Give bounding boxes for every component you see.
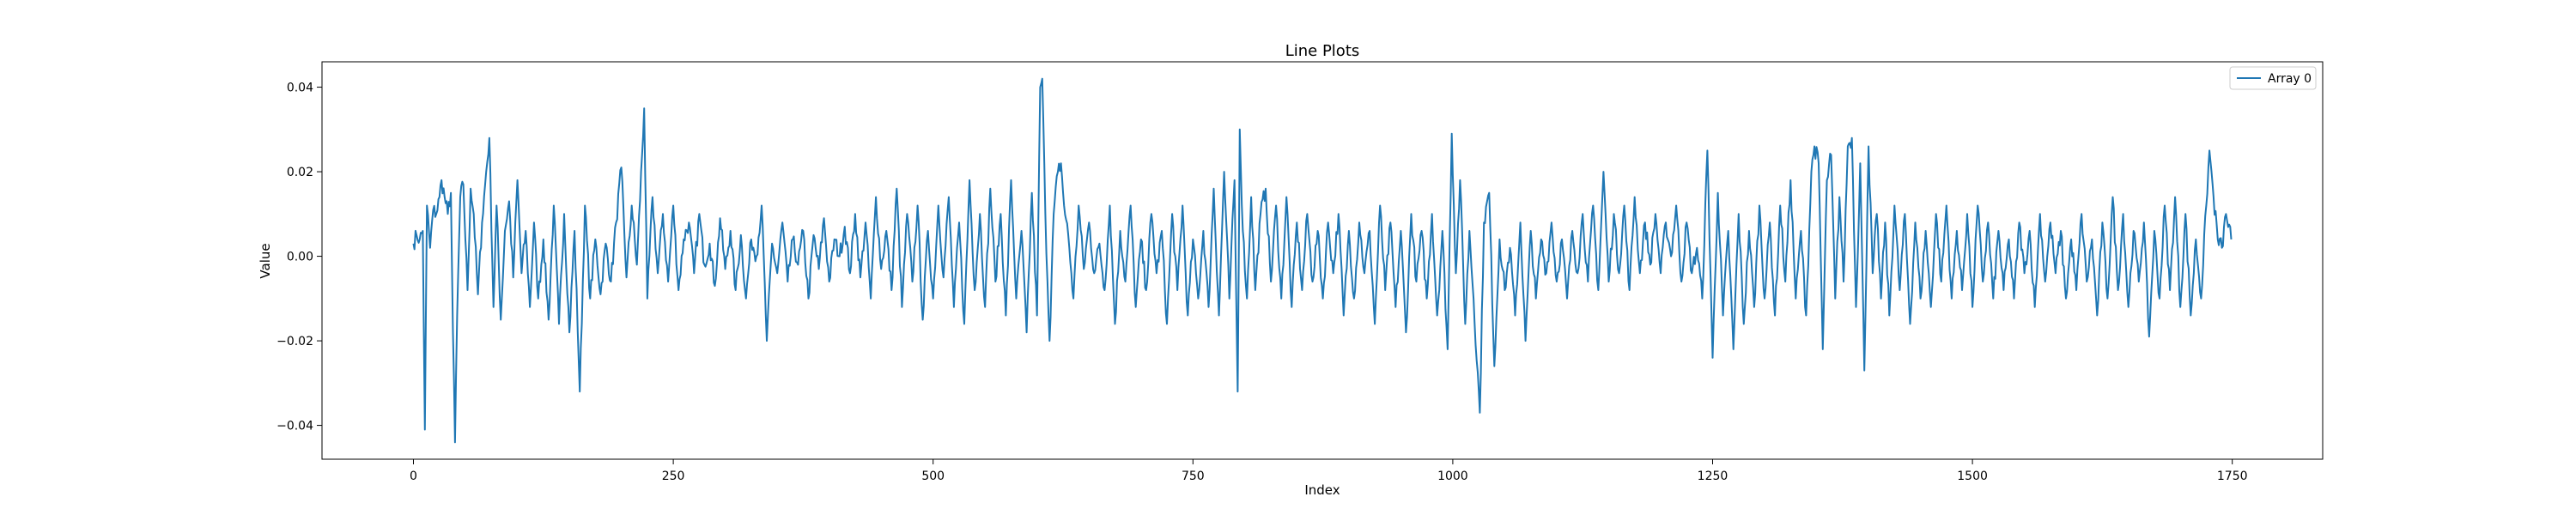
y-tick-label: 0.02 [287, 166, 313, 179]
x-tick-label: 1500 [1957, 470, 1988, 483]
y-tick-label: −0.02 [276, 335, 313, 348]
chart-title: Line Plots [1285, 42, 1360, 60]
legend-label-array-0: Array 0 [2268, 72, 2312, 86]
y-tick-label: −0.04 [276, 420, 313, 433]
x-tick-label: 750 [1182, 470, 1205, 483]
legend: Array 0 [2229, 66, 2317, 90]
x-tick-label: 500 [921, 470, 945, 483]
x-tick-label: 1000 [1437, 470, 1468, 483]
y-axis-label: Value [258, 243, 273, 278]
y-tick-label: 0.04 [287, 82, 313, 95]
legend-box [2229, 66, 2317, 90]
x-tick-label: 250 [662, 470, 685, 483]
x-axis-label: Index [1304, 482, 1340, 498]
x-tick-label: 0 [410, 470, 417, 483]
series-line-array-0 [412, 77, 2233, 444]
x-tick-label: 1250 [1698, 470, 1728, 483]
x-tick-label: 1750 [2217, 470, 2248, 483]
y-tick-label: 0.00 [287, 251, 313, 264]
plot-frame [321, 61, 2324, 460]
